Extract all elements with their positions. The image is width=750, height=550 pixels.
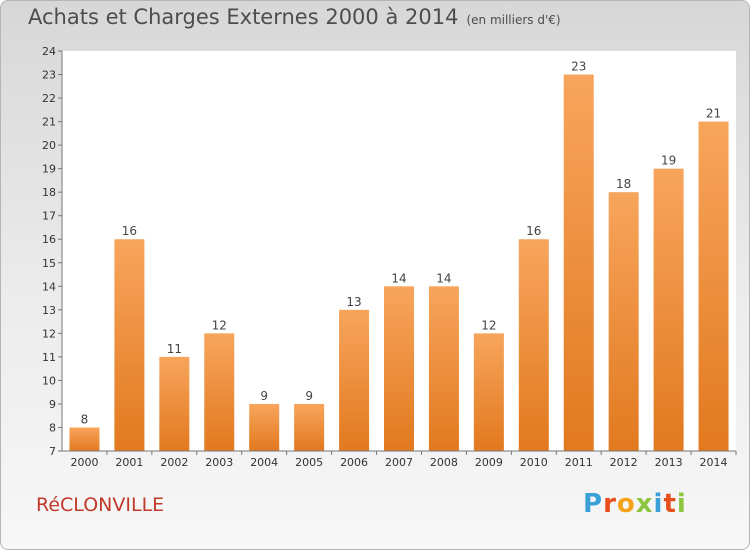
y-tick-label: 14	[42, 280, 56, 293]
bar-2008	[428, 286, 459, 451]
logo-letter: P	[583, 489, 604, 519]
data-label: 19	[661, 154, 676, 168]
y-tick-label: 22	[42, 92, 56, 105]
data-label: 8	[81, 412, 89, 426]
bar-2000	[69, 427, 100, 451]
bar-2006	[339, 309, 370, 451]
data-label: 12	[481, 318, 496, 332]
data-label: 12	[212, 318, 227, 332]
commune-name: RéCLONVILLE	[36, 494, 165, 516]
x-tick-label: 2011	[565, 456, 593, 469]
logo-letter: i	[676, 489, 687, 519]
title-text: Achats et Charges Externes 2000 à 2014	[28, 5, 459, 29]
data-label: 14	[391, 271, 406, 285]
proxiti-logo: Proxiti	[583, 489, 687, 519]
x-tick-label: 2002	[160, 456, 188, 469]
x-tick-label: 2000	[70, 456, 98, 469]
unit-text: (en milliers d'€)	[466, 13, 561, 27]
bar-2007	[384, 286, 414, 451]
logo-letter: i	[653, 489, 664, 519]
y-tick-label: 24	[42, 45, 56, 58]
data-label: 16	[122, 224, 137, 238]
x-tick-label: 2004	[250, 456, 278, 469]
data-label: 18	[616, 177, 631, 191]
bar-2013	[653, 168, 684, 451]
axes-layer: 2000 2001 2002 2003 2004 2005 2006 2007 2008 2009…	[42, 45, 737, 469]
y-tick-label: 16	[42, 233, 56, 246]
chart-title: Achats et Charges Externes 2000 à 2014 (e…	[28, 5, 561, 29]
data-label: 9	[305, 389, 313, 403]
data-label: 16	[526, 224, 541, 238]
y-tick-label: 20	[42, 139, 56, 152]
bar-2011	[563, 74, 594, 451]
logo-letter: t	[663, 489, 677, 519]
y-tick-label: 19	[42, 163, 56, 176]
x-tick-label: 2012	[610, 456, 638, 469]
y-tick-label: 12	[42, 327, 56, 340]
logo-letter: r	[603, 489, 617, 519]
x-tick-label: 2008	[430, 456, 458, 469]
x-tick-label: 2001	[115, 456, 143, 469]
bars-layer: 8 16 11 12 9 9 13 14 14 12 16 23 18 19 21	[69, 60, 729, 452]
bar-2003	[204, 333, 235, 451]
bar-2010	[518, 239, 549, 451]
bar-2001	[114, 239, 145, 451]
x-tick-label: 2003	[205, 456, 233, 469]
x-tick-label: 2013	[655, 456, 683, 469]
x-tick-label: 2006	[340, 456, 368, 469]
x-tick-label: 2010	[520, 456, 548, 469]
data-label: 21	[706, 107, 721, 121]
bar-2012	[608, 192, 639, 452]
bar-2002	[159, 356, 190, 451]
y-tick-label: 9	[49, 398, 56, 411]
data-label: 14	[436, 271, 451, 285]
y-tick-label: 21	[42, 116, 56, 129]
x-tick-label: 2009	[475, 456, 503, 469]
y-tick-label: 13	[42, 304, 56, 317]
y-tick-label: 18	[42, 186, 56, 199]
logo-letter: o	[616, 489, 636, 519]
y-tick-label: 10	[42, 374, 56, 387]
y-tick-label: 17	[42, 210, 56, 223]
bar-2009	[473, 333, 504, 451]
bar-2014	[698, 121, 729, 452]
x-tick-label: 2005	[295, 456, 323, 469]
bar-2005	[294, 403, 325, 451]
data-label: 13	[346, 295, 361, 309]
data-label: 11	[167, 342, 182, 356]
x-tick-label: 2014	[700, 456, 728, 469]
y-tick-label: 8	[49, 421, 56, 434]
y-tick-label: 23	[42, 69, 56, 82]
y-tick-label: 11	[42, 351, 56, 364]
data-label: 9	[260, 389, 268, 403]
y-tick-label: 7	[49, 445, 56, 458]
data-label: 23	[571, 60, 586, 74]
y-tick-label: 15	[42, 257, 56, 270]
x-tick-label: 2007	[385, 456, 413, 469]
logo-letter: x	[635, 489, 654, 519]
bar-2004	[249, 403, 280, 451]
